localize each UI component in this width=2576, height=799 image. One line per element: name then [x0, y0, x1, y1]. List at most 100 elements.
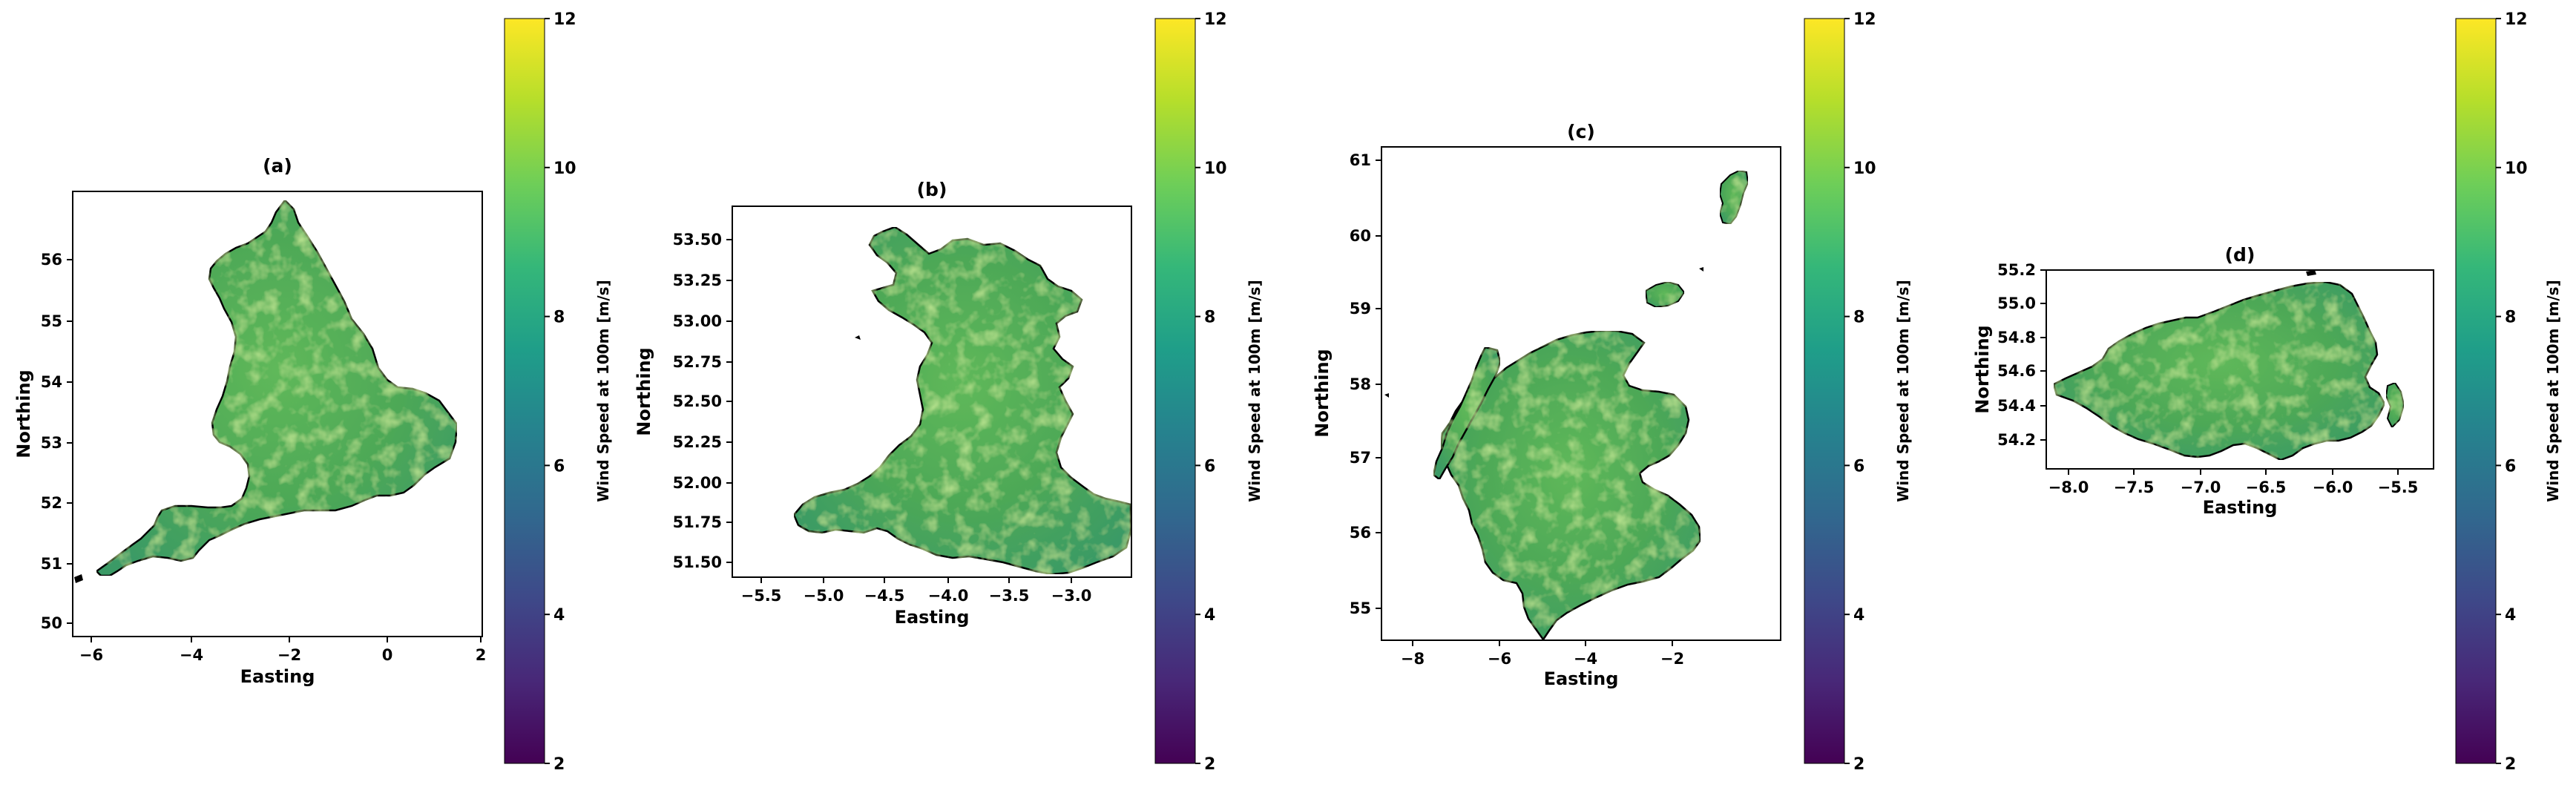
- y-tick-label: 59: [1350, 300, 1371, 318]
- x-tick-label: −4: [180, 646, 203, 664]
- colorbar-label: Wind Speed at 100m [m/s]: [2544, 280, 2562, 502]
- y-tick-label: 51: [41, 555, 62, 573]
- colorbar-tick-label: 12: [553, 10, 576, 29]
- x-tick-label: −4.0: [928, 587, 969, 605]
- colorbar-tick-label: 6: [2505, 457, 2516, 476]
- panel-d: (d) −8.0 −7.5 −7.0 −6.5 −6.0 −5.5 54.254.454.…: [1972, 10, 2562, 774]
- x-tick-label: −3.0: [1051, 587, 1092, 605]
- colorbar-label: Wind Speed at 100m [m/s]: [1246, 280, 1264, 502]
- y-tick-label: 52.50: [673, 392, 722, 410]
- colorbar-tick-label: 4: [553, 606, 565, 625]
- x-tick-label: −8.0: [2048, 479, 2089, 496]
- y-tick-label: 57: [1350, 449, 1371, 467]
- colorbar-tick-label: 6: [1204, 457, 1215, 476]
- st-kilda: [1384, 393, 1389, 398]
- colorbar-ticks: 2 4 6 8 10 12: [1844, 10, 1876, 774]
- y-tick-label: 55.0: [1997, 295, 2036, 312]
- fair-isle: [1699, 267, 1703, 272]
- colorbar-tick-label: 4: [1204, 606, 1215, 625]
- y-tick-label: 52.75: [673, 353, 722, 371]
- x-tick-label: −8: [1401, 650, 1425, 668]
- colorbar-ticks: 2 4 6 8 10 12: [2496, 10, 2528, 774]
- panel-title: (a): [263, 155, 292, 177]
- colorbar-tick-label: 6: [553, 457, 565, 476]
- panel-title: (c): [1567, 121, 1595, 142]
- colorbar: 2 4 6 8 10 12 Wind Speed at 100m [m/s]: [2455, 10, 2562, 774]
- x-tick-label: −5.5: [741, 587, 782, 605]
- x-tick-label: −4.5: [864, 587, 905, 605]
- colorbar-tick-label: 2: [2505, 755, 2516, 774]
- x-ticks: −6 −4 −2 0 2: [79, 637, 486, 664]
- panel-a: (a) −6 −4 −2 0 2 50 51 52 53 54 55 56 Easting Nort…: [13, 10, 612, 774]
- y-tick-label: 61: [1350, 151, 1371, 169]
- colorbar-tick-label: 2: [553, 755, 565, 774]
- strangford-ards: [2385, 381, 2405, 429]
- x-tick-label: −7.5: [2114, 479, 2155, 496]
- colorbar: 2 4 6 8 10 12 Wind Speed at 100m [m/s]: [1154, 10, 1264, 774]
- y-tick-label: 54.6: [1997, 362, 2036, 380]
- y-ticks: 54.2 54.4 54.6 54.8 55.0 55.2: [1997, 261, 2046, 449]
- colorbar-tick-label: 12: [1204, 10, 1227, 29]
- y-tick-label: 53.25: [673, 272, 722, 289]
- colorbar-gradient: [2455, 18, 2497, 764]
- y-tick-label: 54: [41, 373, 62, 391]
- x-tick-label: −7.0: [2181, 479, 2221, 496]
- panel-c: (c) −8 −6 −4 −2 55 56 57 58 59 60 61 Easting Nort…: [1312, 10, 1912, 774]
- y-tick-label: 52.25: [673, 433, 722, 451]
- y-axis-label: Northing: [13, 369, 34, 458]
- panel-b: (b) −5.5 −5.0 −4.5 −4.0 −3.5 −3.0 51.5051.755…: [634, 10, 1264, 774]
- x-tick-label: −2: [1660, 650, 1684, 668]
- colorbar-tick-label: 8: [2505, 309, 2516, 327]
- x-tick-label: −6.5: [2246, 479, 2287, 496]
- colorbar-tick-label: 4: [2505, 606, 2516, 625]
- y-tick-label: 52.00: [673, 474, 722, 492]
- y-tick-label: 54.8: [1997, 329, 2036, 346]
- x-ticks: −8 −6 −4 −2: [1401, 640, 1684, 668]
- colorbar-gradient: [1804, 18, 1845, 764]
- x-tick-label: −5.5: [2378, 479, 2419, 496]
- x-axis-label: Easting: [1544, 668, 1619, 689]
- colorbar: 2 4 6 8 10 12 Wind Speed at 100m [m/s]: [1804, 10, 1912, 774]
- wales-landmass: [792, 226, 1132, 576]
- colorbar-tick-label: 8: [1853, 309, 1864, 327]
- colorbar-tick-label: 6: [1853, 457, 1864, 476]
- y-tick-label: 55: [41, 312, 62, 330]
- y-ticks: 50 51 52 53 54 55 56: [41, 251, 73, 632]
- x-tick-label: −5.0: [804, 587, 844, 605]
- y-axis-label: Northing: [1312, 349, 1333, 437]
- y-tick-label: 53: [41, 434, 62, 452]
- x-axis-label: Easting: [895, 607, 970, 628]
- y-tick-label: 52: [41, 494, 62, 512]
- y-ticks: 51.50 51.75 52.00 52.25 52.50 52.75 53.00 53.25…: [673, 231, 732, 571]
- colorbar-tick-label: 10: [1853, 160, 1876, 178]
- colorbar-tick-label: 12: [2505, 10, 2528, 29]
- x-axis-label: Easting: [2203, 497, 2278, 518]
- y-tick-label: 58: [1350, 375, 1371, 393]
- rathlin-island: [2306, 270, 2316, 276]
- y-ticks: 55 56 57 58 59 60 61: [1350, 151, 1381, 617]
- x-tick-label: −6: [1488, 650, 1511, 668]
- outer-hebrides: [1432, 346, 1502, 481]
- colorbar-tick-label: 10: [2505, 160, 2528, 178]
- colorbar-tick-label: 2: [1853, 755, 1864, 774]
- x-ticks: −5.5 −5.0 −4.5 −4.0 −3.5 −3.0: [741, 577, 1092, 605]
- x-tick-label: 2: [476, 646, 487, 664]
- y-tick-label: 60: [1350, 227, 1371, 245]
- panel-title: (d): [2225, 244, 2255, 266]
- y-tick-label: 56: [41, 251, 62, 269]
- x-tick-label: 0: [382, 646, 393, 664]
- y-tick-label: 55.2: [1997, 261, 2036, 279]
- colorbar-label: Wind Speed at 100m [m/s]: [1894, 280, 1912, 502]
- y-tick-label: 54.4: [1997, 397, 2036, 415]
- shetland-islands: [1718, 169, 1749, 226]
- sea-speck: [74, 574, 83, 583]
- x-tick-label: −3.5: [989, 587, 1030, 605]
- x-tick-label: −2: [277, 646, 301, 664]
- y-tick-label: 51.75: [673, 513, 722, 531]
- panel-title: (b): [917, 179, 947, 200]
- y-tick-label: 53.50: [673, 231, 722, 249]
- colorbar-label: Wind Speed at 100m [m/s]: [594, 280, 612, 502]
- colorbar-tick-label: 8: [1204, 309, 1215, 327]
- colorbar-tick-label: 12: [1853, 10, 1876, 29]
- x-axis-label: Easting: [240, 666, 315, 687]
